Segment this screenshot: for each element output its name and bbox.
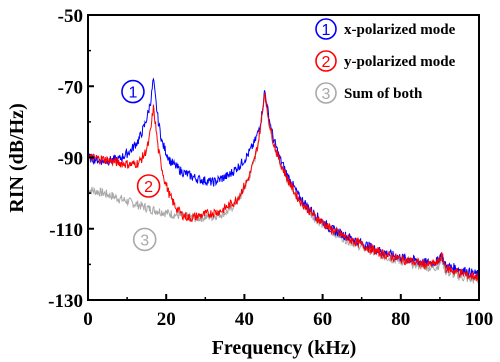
svg-text:1: 1 [129,85,138,102]
legend-entry-2: 2 y-polarized mode [315,50,456,72]
axes: 0 20 40 60 80 100 -50 -70 -90 -110 -130 [48,6,493,330]
y-tick-label: -50 [58,6,83,27]
x-tick-label: 40 [235,309,254,330]
x-tick-label: 20 [157,309,176,330]
legend-entry-1: 1 x-polarized mode [315,18,456,40]
series-marker-1: 1 [121,79,145,104]
y-tick-label: -70 [58,77,83,98]
x-tick-label: 60 [313,309,332,330]
series-marker-2: 2 [136,174,161,198]
legend-entry-3: 3 Sum of both [315,82,423,104]
legend-label: y-polarized mode [344,54,456,70]
x-tick-label: 100 [465,309,494,330]
series-marker-3: 3 [132,227,157,252]
legend-label: Sum of both [344,86,423,102]
x-axis-title: Frequency (kHz) [212,337,357,359]
x-tick-label: 0 [83,309,93,330]
svg-text:3: 3 [140,232,149,249]
y-tick-label: -130 [48,291,83,312]
legend-marker-number: 2 [322,54,331,71]
svg-text:2: 2 [144,179,153,196]
plot-area: 1 2 3 [87,77,480,284]
legend-label: x-polarized mode [344,22,456,38]
series-2-line [87,91,480,282]
legend-marker-number: 1 [322,22,331,39]
series-1-line [87,77,480,279]
y-axis-title: RIN (dB/Hz) [6,103,28,212]
legend-marker-number: 3 [322,86,331,103]
y-tick-label: -90 [58,149,83,170]
y-tick-label: -110 [49,220,83,241]
legend: 1 x-polarized mode 2 y-polarized mode 3 Sum o… [315,18,456,104]
x-tick-label: 80 [391,309,410,330]
